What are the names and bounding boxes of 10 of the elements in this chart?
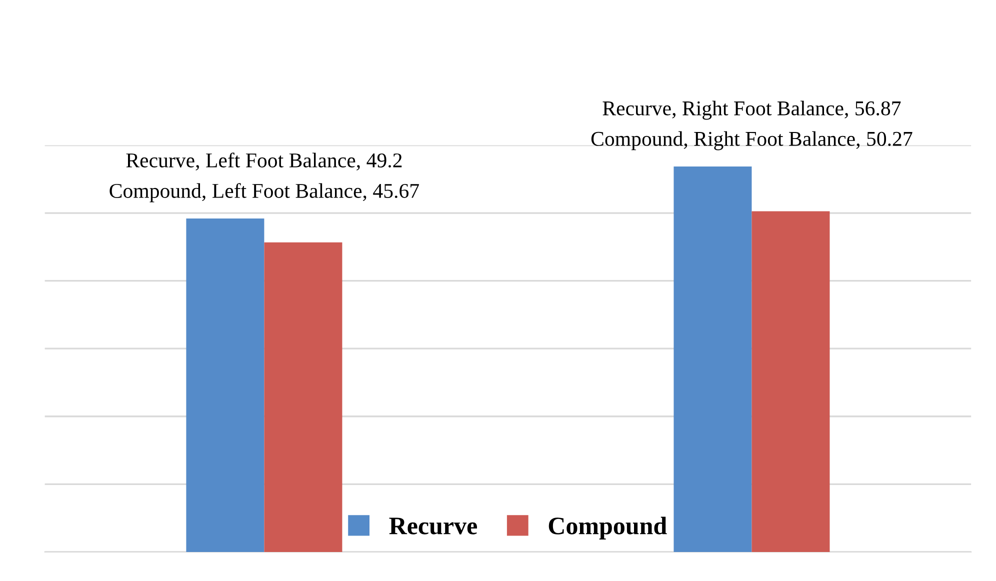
bar xyxy=(186,218,264,552)
data-label: Compound, Right Foot Balance, 50.27 xyxy=(591,131,912,150)
legend-label: Recurve xyxy=(389,518,477,534)
data-label: Recurve, Right Foot Balance, 56.87 xyxy=(602,100,901,120)
data-label: Recurve, Left Foot Balance, 49.2 xyxy=(126,152,402,170)
legend-label: Compound xyxy=(548,516,667,540)
bar xyxy=(752,211,830,552)
data-label: Compound, Left Foot Balance, 45.67 xyxy=(110,183,419,202)
bar xyxy=(674,166,752,552)
bar xyxy=(264,242,342,552)
